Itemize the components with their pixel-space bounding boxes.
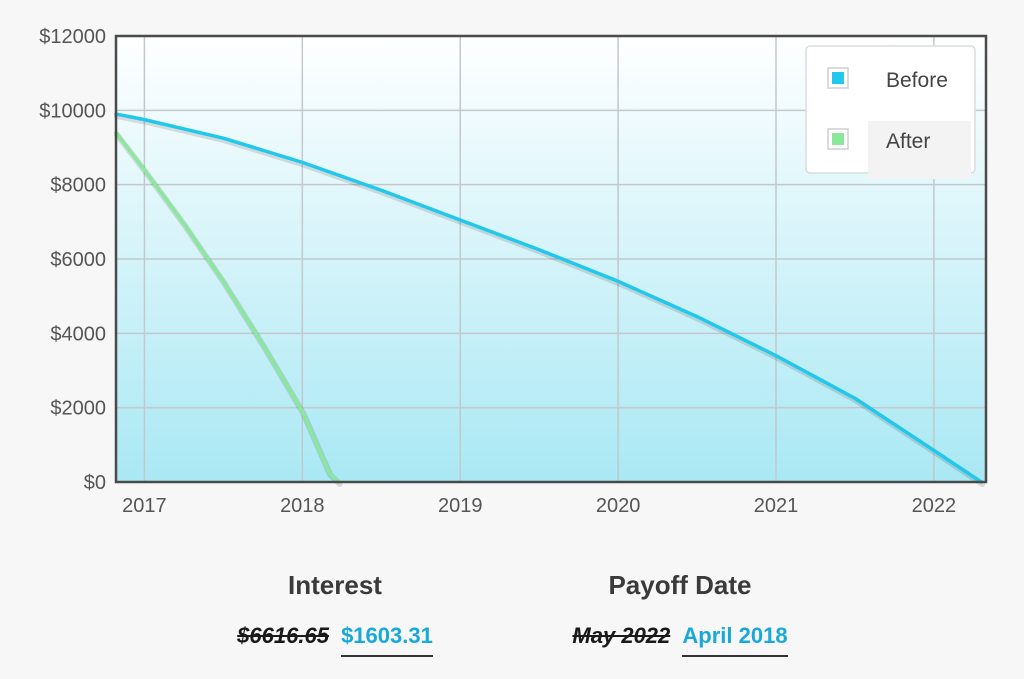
x-tick-label: 2019 [438,495,483,517]
payoff-title: Payoff Date [608,570,752,600]
series-line-after [114,130,341,484]
y-tick-label: $10000 [39,100,106,122]
legend-label-before: Before [886,69,948,92]
x-tick-label: 2022 [912,495,957,517]
interest-stat: Interest $6616.65 $1603.31 [190,560,480,657]
x-tick-label: 2021 [754,495,799,517]
series-line-before [114,112,984,484]
y-tick-label: $6000 [50,249,106,271]
legend-swatch-before [832,72,844,84]
x-tick-label: 2018 [280,495,325,517]
legend[interactable]: Before After [805,45,976,179]
series-lines [114,112,986,487]
x-tick-label: 2017 [122,495,167,517]
interest-title: Interest [288,570,382,600]
plot-frame [114,34,988,484]
legend-swatch-after [832,133,844,145]
x-axis-ticks: 2017 2018 2019 2020 2021 2022 [122,495,956,517]
payoff-new-value[interactable]: April 2018 [682,623,788,657]
y-tick-label: $12000 [39,26,106,48]
x-tick-label: 2020 [596,495,641,517]
grid [116,35,986,483]
interest-new-value[interactable]: $1603.31 [341,623,433,657]
legend-row-bg [868,121,971,179]
summary-stats: Interest $6616.65 $1603.31 Payoff Date M… [0,560,1024,670]
legend-label-after: After [886,130,930,153]
balance-chart: $0$2000$4000$6000$8000$10000$12000 2017 2… [39,26,988,517]
y-tick-label: $8000 [50,175,106,197]
interest-old-value: $6616.65 [237,623,329,648]
y-tick-label: $4000 [50,323,106,345]
y-tick-label: $2000 [50,398,106,420]
payoff-stat: Payoff Date May 2022 April 2018 [530,560,830,657]
y-axis-ticks: $0 $2000 $4000 $6000 $8000 $10000 $12000 [39,26,106,494]
y-tick-label: $0 [84,472,106,494]
payoff-old-value: May 2022 [572,623,671,648]
